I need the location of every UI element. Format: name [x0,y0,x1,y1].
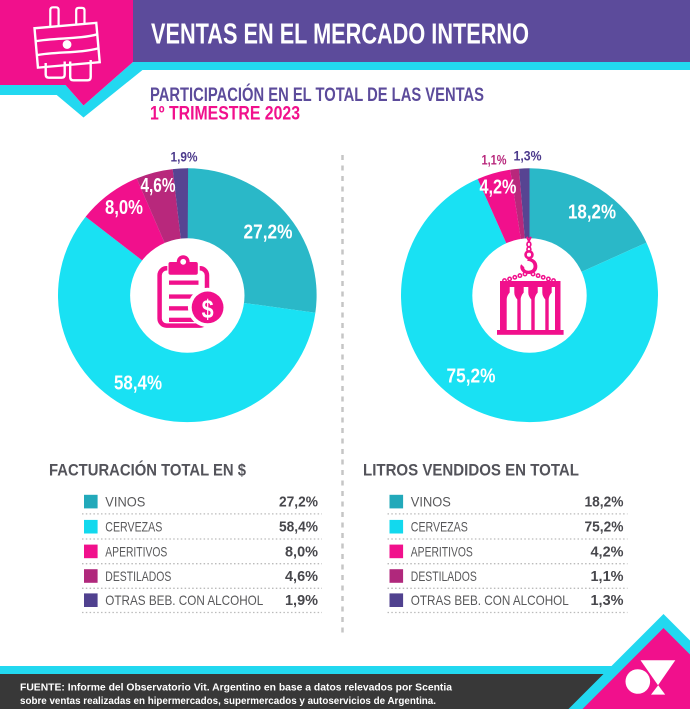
svg-text:1º TRIMESTRE 2023: 1º TRIMESTRE 2023 [150,104,300,125]
svg-text:OTRAS BEB. CON ALCOHOL: OTRAS BEB. CON ALCOHOL [411,592,569,608]
svg-text:CERVEZAS: CERVEZAS [105,519,162,535]
svg-text:58,4%: 58,4% [279,520,318,536]
svg-text:VINOS: VINOS [105,494,145,510]
svg-text:FACTURACIÓN TOTAL EN $: FACTURACIÓN TOTAL EN $ [49,461,246,480]
svg-text:27,2%: 27,2% [244,222,293,244]
svg-text:FUENTE: Informe del Observator: FUENTE: Informe del Observatorio Vit. Ar… [20,682,452,694]
svg-text:APERITIVOS: APERITIVOS [411,543,473,559]
svg-text:LITROS VENDIDOS EN TOTAL: LITROS VENDIDOS EN TOTAL [363,462,579,480]
svg-text:1,3%: 1,3% [591,593,624,609]
svg-text:18,2%: 18,2% [585,495,624,511]
svg-text:VINOS: VINOS [411,494,451,510]
svg-text:CERVEZAS: CERVEZAS [411,519,468,535]
svg-text:APERITIVOS: APERITIVOS [105,543,167,559]
svg-text:4,6%: 4,6% [141,175,176,197]
svg-text:4,2%: 4,2% [480,177,517,199]
svg-text:PARTICIPACIÓN EN EL TOTAL DE L: PARTICIPACIÓN EN EL TOTAL DE LAS VENTAS [150,84,484,106]
svg-text:8,0%: 8,0% [105,197,143,219]
svg-text:VENTAS EN EL MERCADO INTERNO: VENTAS EN EL MERCADO INTERNO [151,19,529,51]
svg-text:75,2%: 75,2% [585,520,624,536]
svg-text:27,2%: 27,2% [279,495,318,511]
svg-text:4,6%: 4,6% [285,569,318,585]
svg-text:4,2%: 4,2% [591,544,624,560]
svg-text:DESTILADOS: DESTILADOS [411,568,477,584]
svg-text:1,3%: 1,3% [514,148,542,164]
svg-text:58,4%: 58,4% [114,373,162,395]
svg-text:OTRAS BEB. CON ALCOHOL: OTRAS BEB. CON ALCOHOL [105,592,263,608]
svg-text:8,0%: 8,0% [285,544,318,560]
svg-text:1,1%: 1,1% [482,152,507,168]
svg-text:1,9%: 1,9% [171,149,198,165]
svg-text:1,9%: 1,9% [285,593,318,609]
svg-text:DESTILADOS: DESTILADOS [105,568,171,584]
svg-text:18,2%: 18,2% [568,202,616,224]
svg-text:$: $ [202,294,214,324]
svg-text:75,2%: 75,2% [447,366,496,388]
svg-text:sobre ventas realizadas en hip: sobre ventas realizadas en hipermercados… [20,695,436,707]
svg-text:1,1%: 1,1% [591,569,624,585]
